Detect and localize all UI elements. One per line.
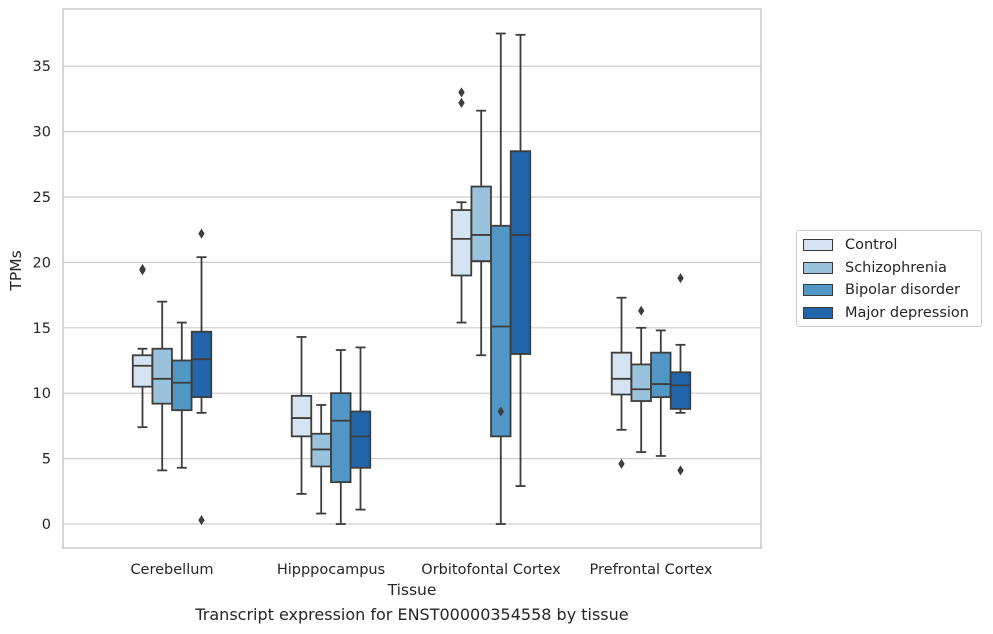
box (650, 351, 672, 399)
outlier-point (458, 87, 465, 98)
x-tick-label: Hipppocampus (277, 562, 385, 578)
box (610, 351, 633, 396)
box (509, 150, 532, 355)
y-tick-label: 30 (33, 125, 51, 141)
y-tick-label: 35 (33, 59, 51, 75)
box (630, 363, 652, 402)
outlier-point (677, 465, 684, 476)
box (290, 394, 313, 438)
y-tick-label: 20 (33, 255, 51, 271)
outlier-point (677, 273, 684, 284)
figure-caption: Transcript expression for ENST0000035455… (195, 605, 629, 624)
box (171, 359, 193, 412)
legend-label-depression: Major depression (845, 305, 969, 321)
outlier-point (139, 265, 146, 276)
box (490, 224, 512, 438)
outlier-point (198, 515, 205, 526)
x-tick-label: Cerebellum (130, 562, 213, 578)
box (131, 354, 154, 388)
box (330, 392, 352, 484)
legend-swatch-control (803, 239, 833, 251)
x-tick-label: Prefrontal Cortex (590, 562, 713, 578)
outlier-point (497, 406, 504, 417)
legend-label-control: Control (845, 237, 898, 253)
box (190, 330, 213, 399)
legend-label-bipolar: Bipolar disorder (845, 282, 960, 298)
legend-item-bipolar: Bipolar disorder (803, 280, 960, 300)
box (151, 347, 173, 405)
x-axis-label: Tissue (387, 581, 437, 599)
y-tick-label: 0 (42, 517, 51, 533)
outlier-point (638, 305, 645, 316)
box (450, 209, 473, 277)
box (669, 371, 692, 410)
legend-item-schizophrenia: Schizophrenia (803, 258, 947, 278)
outlier-point (618, 458, 625, 469)
box (349, 410, 372, 469)
legend: Control Schizophrenia Bipolar disorder M… (796, 230, 982, 327)
outlier-point (458, 97, 465, 108)
legend-item-depression: Major depression (803, 303, 969, 323)
legend-label-schizophrenia: Schizophrenia (845, 260, 947, 276)
legend-swatch-bipolar (803, 284, 833, 296)
box (470, 185, 492, 262)
y-axis-label: TPMs (7, 250, 25, 291)
outlier-point (198, 228, 205, 239)
legend-swatch-schizophrenia (803, 262, 833, 274)
x-tick-label: Orbitofontal Cortex (421, 562, 561, 578)
y-tick-label: 15 (33, 321, 51, 337)
y-tick-label: 10 (33, 386, 51, 402)
y-tick-label: 5 (42, 452, 51, 468)
y-tick-label: 25 (33, 190, 51, 206)
legend-item-control: Control (803, 235, 897, 255)
legend-swatch-depression (803, 307, 833, 319)
plot-frame (62, 8, 762, 549)
